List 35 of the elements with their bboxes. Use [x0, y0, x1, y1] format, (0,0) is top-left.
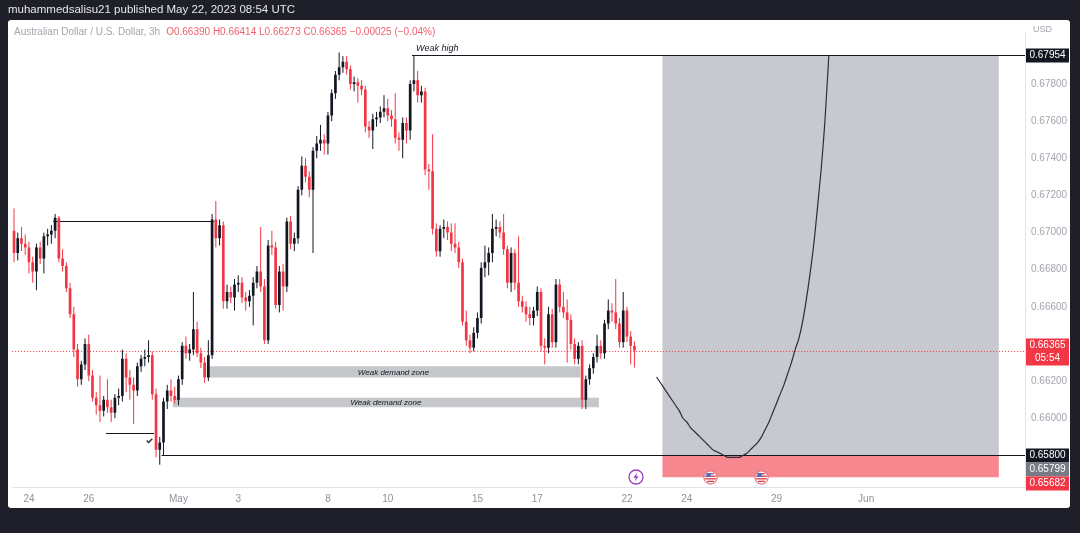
chart-title: Australian Dollar / U.S. Dollar, 3h — [14, 26, 161, 37]
y-tick-label: 0.66600 — [1031, 300, 1068, 312]
x-tick-label: 15 — [471, 492, 484, 504]
x-tick-label: 17 — [531, 492, 544, 504]
y-tick-label: 0.67000 — [1031, 226, 1068, 238]
x-tick-label: May — [169, 492, 188, 504]
x-tick-label: 26 — [83, 492, 95, 504]
x-tick-label: 24 — [23, 492, 35, 504]
y-tick-label: 0.67600 — [1031, 114, 1068, 126]
x-tick-label: 8 — [325, 492, 332, 504]
annotation: 0.65799 — [1029, 463, 1067, 475]
y-tick-label: 0.66000 — [1031, 412, 1068, 424]
y-tick-label: 0.67800 — [1031, 77, 1068, 89]
x-tick-label: 3 — [235, 492, 242, 504]
text: muhammedsalisu21 published May 22, 2023 08:54 UTC — [8, 3, 296, 15]
x-tick-label: 10 — [382, 492, 394, 504]
x-tick-label: 29 — [770, 492, 783, 504]
y-tick-label: 0.67200 — [1031, 189, 1068, 201]
annotation: Weak high — [416, 43, 459, 54]
band-label: Weak demand zone — [357, 367, 430, 377]
x-tick-label: Jun — [858, 492, 875, 504]
x-tick-label: 22 — [621, 492, 633, 504]
line-series — [656, 55, 830, 458]
y-tick-label: 0.66800 — [1031, 263, 1068, 275]
text: 0.65682 — [1029, 477, 1067, 489]
annotation: 05:54 — [1034, 351, 1061, 363]
y-tick-label: 0.67400 — [1031, 152, 1068, 164]
ref-line-label: 0.66365 — [1029, 338, 1067, 350]
ref-line-label: 0.67954 — [1029, 49, 1067, 61]
y-axis-title: USD — [1033, 24, 1053, 34]
y-tick-label: 0.66200 — [1031, 374, 1068, 386]
x-tick-label: 24 — [681, 492, 693, 504]
ref-line-label: 0.65800 — [1029, 449, 1067, 461]
chart-subtitle: O0.66390 H0.66414 L0.66273 C0.66365 −0.00025 (−0.04%) — [166, 26, 436, 37]
band-label: Weak demand zone — [350, 398, 422, 408]
